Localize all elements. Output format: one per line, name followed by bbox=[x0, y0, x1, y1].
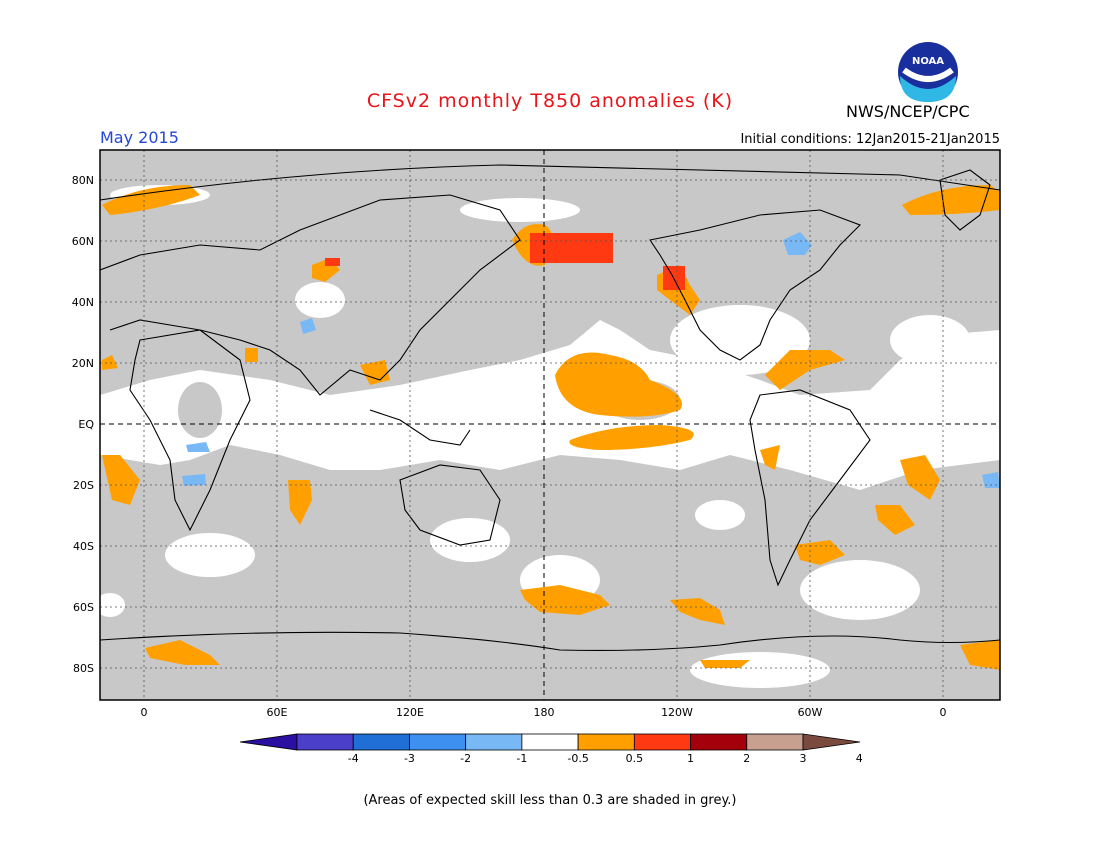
footnote: (Areas of expected skill less than 0.3 a… bbox=[363, 793, 737, 808]
lat-tick-label: EQ bbox=[78, 418, 94, 431]
colorbar-label: -3 bbox=[404, 752, 415, 765]
colorbar-swatch bbox=[296, 733, 354, 751]
colorbar-label: -2 bbox=[460, 752, 471, 765]
map-frame bbox=[99, 149, 1001, 701]
lon-tick-label: 120W bbox=[661, 706, 693, 719]
chart-title: CFSv2 monthly T850 anomalies (K) bbox=[366, 90, 734, 112]
colorbar-label: -1 bbox=[516, 752, 527, 765]
colorbar-label: 1 bbox=[687, 752, 694, 765]
colorbar-swatch bbox=[409, 733, 467, 751]
continent-outlines bbox=[100, 164, 1000, 651]
lat-tick-label: 80S bbox=[73, 662, 94, 675]
colorbar-swatch bbox=[633, 733, 691, 751]
grey-skill-shading bbox=[100, 150, 1000, 700]
lon-tick-labels: 0 60E 120E 180 120W 60W 0 bbox=[141, 706, 947, 719]
colorbar: -4 -3 -2 -1 -0.5 0.5 1 2 3 4 bbox=[239, 733, 863, 765]
lat-tick-label: 40S bbox=[73, 540, 94, 553]
lat-tick-label: 60N bbox=[72, 235, 94, 248]
colorbar-swatch bbox=[521, 733, 579, 751]
noaa-logo: NOAA bbox=[896, 40, 960, 108]
initial-conditions-label: Initial conditions: 12Jan2015-21Jan2015 bbox=[740, 132, 1000, 147]
cool-anomaly-patches bbox=[182, 232, 1000, 488]
month-label: May 2015 bbox=[100, 128, 179, 147]
graticule-lines bbox=[100, 150, 1000, 700]
colorbar-arrow-low bbox=[239, 733, 298, 751]
colorbar-swatch bbox=[690, 733, 748, 751]
colorbar-label: 0.5 bbox=[626, 752, 644, 765]
lon-tick-label: 180 bbox=[534, 706, 555, 719]
lat-tick-label: 80N bbox=[72, 174, 94, 187]
colorbar-label: 2 bbox=[743, 752, 750, 765]
lon-tick-label: 60E bbox=[267, 706, 288, 719]
lat-tick-label: 60S bbox=[73, 601, 94, 614]
colorbar-arrow-high bbox=[802, 733, 861, 751]
colorbar-label: 3 bbox=[800, 752, 807, 765]
colorbar-swatch bbox=[465, 733, 523, 751]
colorbar-label: -0.5 bbox=[567, 752, 588, 765]
lat-tick-label: 40N bbox=[72, 296, 94, 309]
colorbar-swatch bbox=[352, 733, 410, 751]
colorbar-label: 4 bbox=[856, 752, 863, 765]
lon-tick-label: 0 bbox=[940, 706, 947, 719]
lon-tick-label: 0 bbox=[141, 706, 148, 719]
colorbar-swatch bbox=[577, 733, 635, 751]
lat-tick-labels: 80N 60N 40N 20N EQ 20S 40S 60S 80S bbox=[72, 174, 95, 675]
colorbar-swatch bbox=[746, 733, 804, 751]
lon-tick-label: 60W bbox=[798, 706, 823, 719]
lon-tick-label: 120E bbox=[396, 706, 424, 719]
lat-tick-label: 20S bbox=[73, 479, 94, 492]
warm-anomaly-patches bbox=[102, 185, 1000, 670]
lat-tick-label: 20N bbox=[72, 357, 94, 370]
colorbar-label: -4 bbox=[348, 752, 359, 765]
agency-label: NWS/NCEP/CPC bbox=[846, 102, 970, 121]
noaa-logo-text: NOAA bbox=[912, 56, 944, 67]
